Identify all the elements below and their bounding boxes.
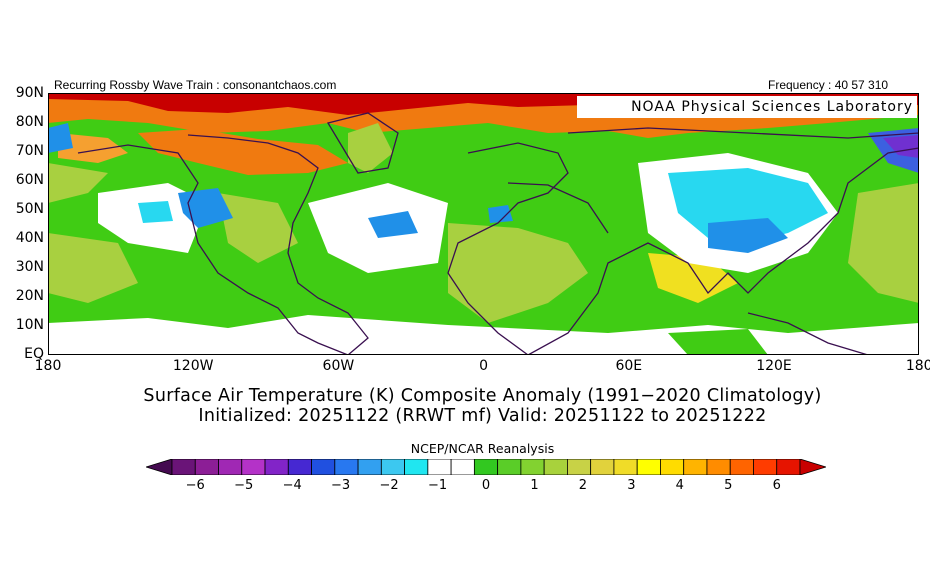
colorbar-tick: −6 <box>185 478 205 493</box>
colorbar-segment <box>357 459 382 475</box>
anomaly-yg-usa <box>218 193 298 263</box>
colorbar-segment <box>497 459 522 475</box>
anomaly-yg-africa <box>448 223 588 323</box>
lat-label: 20N <box>15 288 44 304</box>
colorbar-tick: −1 <box>427 478 448 493</box>
colorbar-tick: 1 <box>530 478 539 493</box>
colorbar-segment <box>264 459 289 475</box>
colorbar-segment <box>543 459 568 475</box>
coastline-asia-south <box>527 147 919 355</box>
lon-label: 120E <box>756 358 792 374</box>
noaa-credit-label: NOAA Physical Sciences Laboratory <box>577 96 917 118</box>
anomaly-green-indonesia <box>668 329 768 355</box>
colorbar-tick: −2 <box>379 478 399 493</box>
coastline-americas-west <box>77 144 349 355</box>
colorbar-segment <box>636 459 661 475</box>
colorbar-tick: 3 <box>627 478 636 493</box>
colorbar-segment <box>776 459 801 475</box>
colorbar-segment <box>706 459 731 475</box>
anomaly-purple-siberia <box>883 135 919 158</box>
anomaly-orange-alaska <box>58 133 128 163</box>
colorbar-tick: −3 <box>331 478 351 493</box>
coastline-greenland <box>326 112 399 174</box>
map-canvas <box>48 93 919 355</box>
colorbar-segment <box>520 459 545 475</box>
anomaly-blue-iberia <box>488 205 513 223</box>
colorbar-segment <box>241 459 266 475</box>
coastlines <box>77 112 919 355</box>
colorbar-segment <box>450 459 475 475</box>
colorbar-segment <box>171 459 196 475</box>
lat-label: 60N <box>15 172 44 188</box>
colorbar-segment <box>287 459 312 475</box>
colorbar-label: NCEP/NCAR Reanalysis <box>410 441 555 456</box>
colorbar-segment <box>660 459 685 475</box>
colorbar-segment <box>753 459 778 475</box>
colorbar-tick: 4 <box>675 478 684 493</box>
colorbar-segment <box>427 459 452 475</box>
map-subtitle: Initialized: 20251122 (RRWT mf) Valid: 2… <box>198 406 767 426</box>
lat-label: 90N <box>15 85 44 101</box>
colorbar-segment <box>473 459 499 475</box>
anomaly-yg-east-pacific <box>848 183 919 303</box>
colorbar-tick: 2 <box>578 478 588 493</box>
anomaly-yg-pacific <box>48 163 108 203</box>
colorbar-segment <box>590 459 615 475</box>
anomaly-blue-atlantic <box>368 211 418 238</box>
lon-label: 180 <box>34 358 62 374</box>
lat-label: 40N <box>15 230 44 246</box>
lat-label: EQ <box>24 346 44 362</box>
colorbar-tick: −4 <box>282 478 302 493</box>
lon-label: 60E <box>615 358 643 374</box>
header-frequency: Frequency : 40 57 310 <box>768 78 889 92</box>
map-frame <box>48 93 919 355</box>
anomaly-cyan-pacific <box>138 201 173 223</box>
colorbar-segment <box>334 459 359 475</box>
coastline-americas-east <box>187 134 369 355</box>
colorbar-tick: 6 <box>772 478 781 493</box>
colorbar-segment <box>729 459 754 475</box>
map-title: Surface Air Temperature (K) Composite An… <box>143 386 822 406</box>
coastline-mediterranean <box>507 182 609 234</box>
colorbar-segment <box>380 459 405 475</box>
colorbar-segment <box>404 459 429 475</box>
lon-label: 60W <box>322 358 355 374</box>
lon-label: 180 <box>905 358 930 374</box>
colorbar-segment <box>613 459 638 475</box>
lat-label: 70N <box>15 143 44 159</box>
lat-label: 30N <box>15 259 44 275</box>
colorbar-tick: 5 <box>724 478 733 493</box>
temperature-anomaly-map <box>48 93 919 355</box>
header-credit: Recurring Rossby Wave Train : consonantc… <box>54 78 337 92</box>
lat-label: 80N <box>15 114 44 130</box>
colorbar-segment <box>311 459 336 475</box>
anomaly-yg-subtropical <box>48 233 138 303</box>
colorbar-segment <box>194 459 219 475</box>
coastline-europe-africa-west <box>447 142 569 355</box>
lat-label: 10N <box>15 317 44 333</box>
colorbar-segment <box>567 459 592 475</box>
lat-label: 50N <box>15 201 44 217</box>
colorbar-segment <box>218 459 243 475</box>
colorbar-tick: −5 <box>234 478 254 493</box>
anomaly-blue-china <box>708 218 788 253</box>
colorbar <box>146 459 826 475</box>
colorbar-segment <box>683 459 708 475</box>
lon-label: 0 <box>479 358 489 374</box>
anomaly-orange-canada <box>138 129 348 175</box>
coastline-maritime-continent <box>747 312 869 355</box>
colorbar-arrow-max <box>799 459 826 475</box>
anomaly-blue-bering <box>48 123 73 153</box>
lon-label: 120W <box>172 358 214 374</box>
anomaly-yg-greenland <box>348 123 393 173</box>
colorbar-arrow-min <box>146 459 173 475</box>
colorbar-tick: 0 <box>481 478 491 493</box>
coastline-arctic-asia <box>567 127 919 139</box>
